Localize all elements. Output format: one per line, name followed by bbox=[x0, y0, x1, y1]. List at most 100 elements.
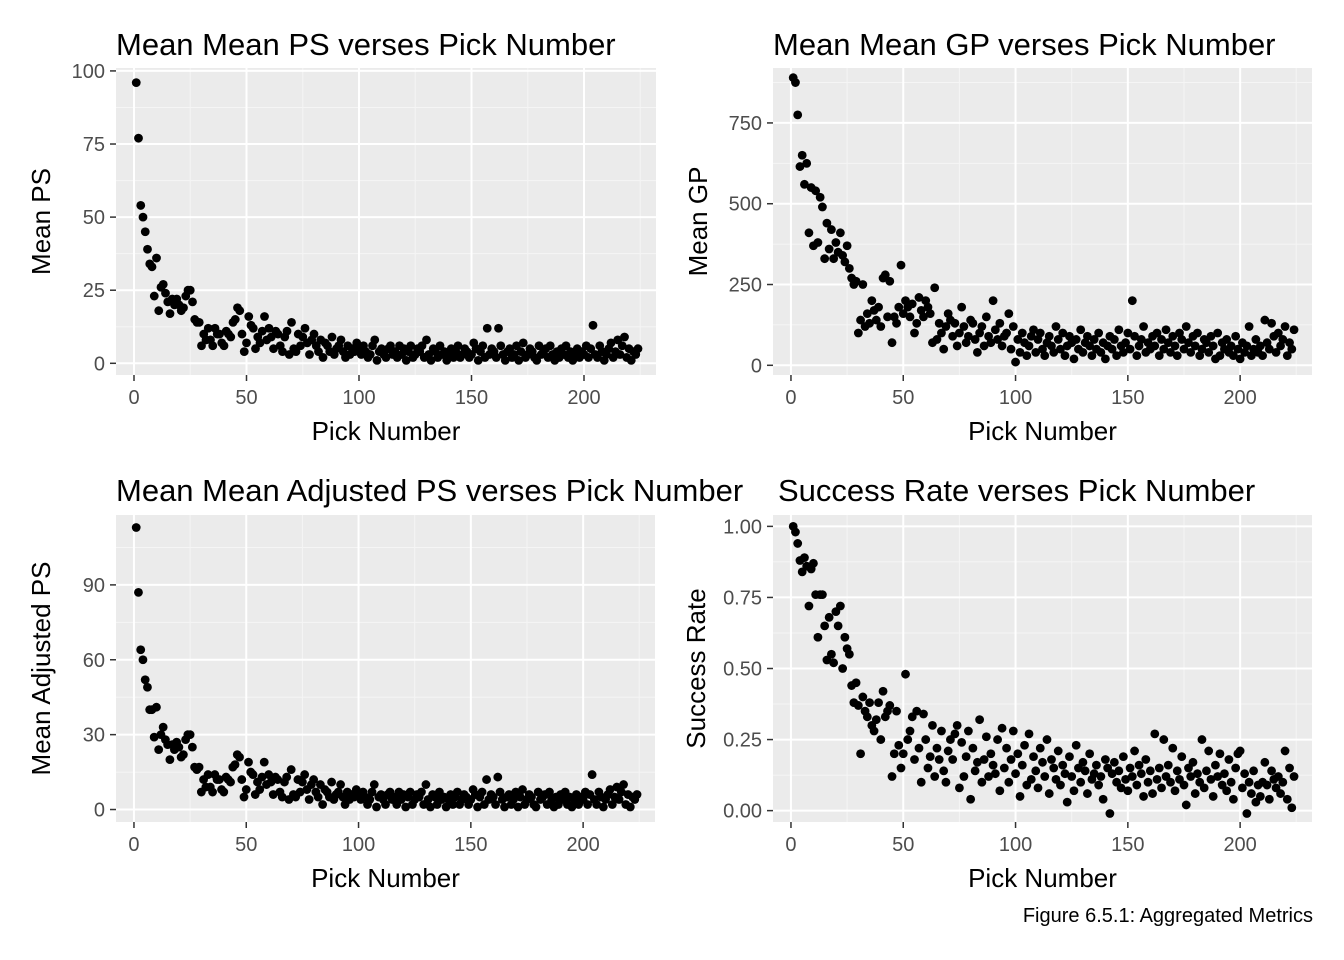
data-point bbox=[1024, 341, 1034, 351]
data-point bbox=[997, 723, 1007, 733]
data-point bbox=[856, 749, 865, 759]
y-tick-label: 0.00 bbox=[723, 801, 762, 823]
data-point bbox=[941, 777, 951, 787]
data-point bbox=[955, 783, 964, 793]
data-point bbox=[1222, 786, 1232, 796]
data-point bbox=[1127, 772, 1137, 781]
data-point bbox=[493, 772, 503, 782]
data-point bbox=[1004, 777, 1014, 787]
data-point bbox=[1071, 335, 1081, 344]
data-point bbox=[1168, 743, 1178, 753]
data-point bbox=[791, 527, 800, 537]
data-point bbox=[1235, 354, 1245, 364]
data-point bbox=[1078, 347, 1088, 357]
data-point bbox=[336, 780, 345, 789]
data-point bbox=[1125, 344, 1135, 354]
data-point bbox=[179, 303, 188, 313]
data-point bbox=[268, 790, 278, 799]
data-point bbox=[811, 186, 821, 196]
data-point bbox=[1035, 328, 1045, 338]
data-point bbox=[993, 735, 1002, 744]
data-point bbox=[149, 732, 159, 742]
data-point bbox=[327, 777, 336, 787]
data-point bbox=[963, 331, 973, 341]
data-point bbox=[876, 735, 886, 744]
data-point bbox=[959, 772, 969, 781]
data-point bbox=[318, 353, 328, 362]
data-point bbox=[1098, 794, 1108, 804]
data-point bbox=[977, 322, 987, 331]
data-point bbox=[282, 326, 292, 336]
data-point bbox=[422, 335, 431, 345]
data-point bbox=[1246, 789, 1256, 798]
data-point bbox=[1168, 331, 1178, 341]
data-point bbox=[970, 766, 980, 776]
data-point bbox=[887, 338, 897, 348]
data-point bbox=[887, 772, 897, 781]
data-point bbox=[477, 787, 487, 797]
data-point bbox=[892, 706, 901, 716]
data-point bbox=[1002, 328, 1011, 338]
data-point bbox=[822, 218, 832, 228]
data-point bbox=[583, 800, 593, 809]
data-point bbox=[1278, 777, 1288, 787]
data-point bbox=[939, 344, 949, 354]
data-point bbox=[1159, 735, 1169, 744]
data-point bbox=[1015, 792, 1025, 801]
data-point bbox=[1040, 772, 1050, 781]
data-point bbox=[1244, 322, 1254, 331]
data-point bbox=[921, 735, 931, 744]
plot-title-mean-gp: Mean Mean GP verses Pick Number bbox=[773, 27, 1276, 62]
data-point bbox=[818, 202, 827, 212]
data-point bbox=[239, 792, 249, 802]
data-point bbox=[907, 299, 917, 309]
data-point bbox=[1056, 780, 1065, 790]
data-point bbox=[401, 802, 411, 812]
data-point bbox=[885, 701, 895, 710]
data-point bbox=[1118, 752, 1128, 762]
data-point bbox=[1024, 729, 1034, 739]
data-point bbox=[1204, 347, 1214, 357]
data-point bbox=[165, 309, 175, 318]
data-point bbox=[988, 760, 998, 770]
data-point bbox=[300, 323, 310, 333]
x-tick-label: 150 bbox=[1111, 834, 1144, 856]
data-point bbox=[1267, 318, 1276, 328]
data-point bbox=[1208, 792, 1218, 801]
data-point bbox=[813, 632, 823, 642]
data-point bbox=[367, 787, 377, 797]
data-point bbox=[318, 800, 328, 809]
data-point bbox=[235, 752, 244, 762]
x-tick-label: 0 bbox=[785, 387, 796, 409]
data-point bbox=[833, 621, 843, 631]
data-point bbox=[287, 317, 296, 327]
y-tick-label: 25 bbox=[83, 280, 105, 302]
data-point bbox=[255, 785, 265, 794]
data-point bbox=[1083, 331, 1092, 341]
data-point bbox=[143, 682, 152, 692]
data-point bbox=[482, 323, 492, 333]
data-point bbox=[545, 341, 555, 351]
data-point bbox=[509, 795, 518, 804]
mean-gp-plot: 0 50 100 150 200 0 250 500 750 Mean Mean GP verse… bbox=[683, 27, 1312, 446]
mean-ps-plot: 0 50 100 150 200 0 25 50 75 100 Mean Mean PS verse… bbox=[26, 27, 656, 446]
data-point bbox=[426, 802, 435, 812]
data-point bbox=[914, 743, 924, 753]
data-point bbox=[984, 772, 993, 781]
data-point bbox=[862, 712, 872, 722]
x-tick-label: 50 bbox=[235, 834, 257, 856]
data-point bbox=[988, 296, 998, 306]
panel-background bbox=[116, 515, 655, 822]
data-point bbox=[831, 238, 841, 247]
data-point bbox=[244, 757, 253, 767]
data-point bbox=[1139, 792, 1148, 801]
data-point bbox=[495, 787, 505, 797]
data-point bbox=[296, 341, 305, 351]
data-point bbox=[1136, 335, 1146, 344]
data-point bbox=[858, 692, 868, 702]
data-point bbox=[995, 786, 1005, 796]
data-point bbox=[952, 720, 962, 730]
data-point bbox=[1177, 752, 1187, 762]
data-point bbox=[1233, 344, 1243, 354]
panel-background bbox=[773, 68, 1312, 375]
